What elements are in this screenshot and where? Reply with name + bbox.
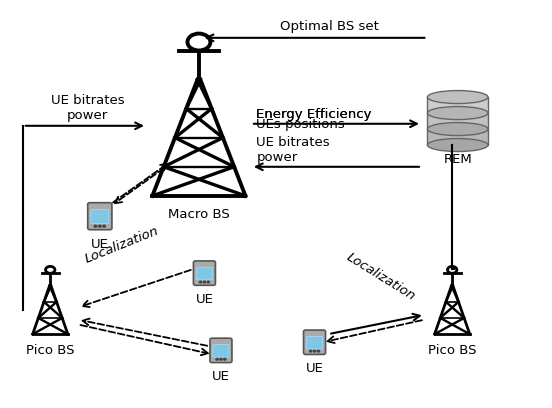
Ellipse shape [427,139,488,151]
Text: UE bitrates
power: UE bitrates power [51,94,124,122]
Text: UE: UE [212,370,230,383]
Circle shape [317,350,320,352]
FancyBboxPatch shape [306,336,323,349]
Text: UE bitrates
power: UE bitrates power [257,136,330,164]
Circle shape [220,358,222,360]
FancyBboxPatch shape [193,261,215,285]
Circle shape [314,350,316,352]
Circle shape [98,225,101,227]
Polygon shape [427,129,488,145]
Circle shape [310,350,312,352]
Circle shape [216,358,218,360]
Ellipse shape [427,106,488,120]
Text: UE: UE [306,362,323,375]
Circle shape [224,358,226,360]
Polygon shape [427,97,488,113]
Ellipse shape [427,122,488,135]
FancyBboxPatch shape [88,203,112,230]
Text: Energy Efficiency: Energy Efficiency [257,108,372,120]
Text: Macro BS: Macro BS [168,208,230,221]
FancyBboxPatch shape [213,344,229,357]
Circle shape [94,225,97,227]
Ellipse shape [427,91,488,104]
Text: Energy Efficiency: Energy Efficiency [257,108,372,120]
Text: UE: UE [195,293,214,306]
Text: Pico BS: Pico BS [428,344,476,357]
Circle shape [199,281,201,283]
Text: REM: REM [443,153,472,166]
Text: Localization: Localization [83,224,161,266]
Text: Localization: Localization [344,251,417,304]
Circle shape [207,281,209,283]
Polygon shape [427,113,488,129]
Text: UEs positions: UEs positions [257,118,345,131]
FancyBboxPatch shape [197,267,213,280]
FancyBboxPatch shape [91,210,109,224]
Text: Pico BS: Pico BS [26,344,75,357]
Circle shape [203,281,205,283]
Text: Optimal BS set: Optimal BS set [280,20,379,33]
Circle shape [103,225,105,227]
FancyBboxPatch shape [304,330,326,355]
FancyBboxPatch shape [210,338,232,363]
Text: UE: UE [91,238,109,251]
